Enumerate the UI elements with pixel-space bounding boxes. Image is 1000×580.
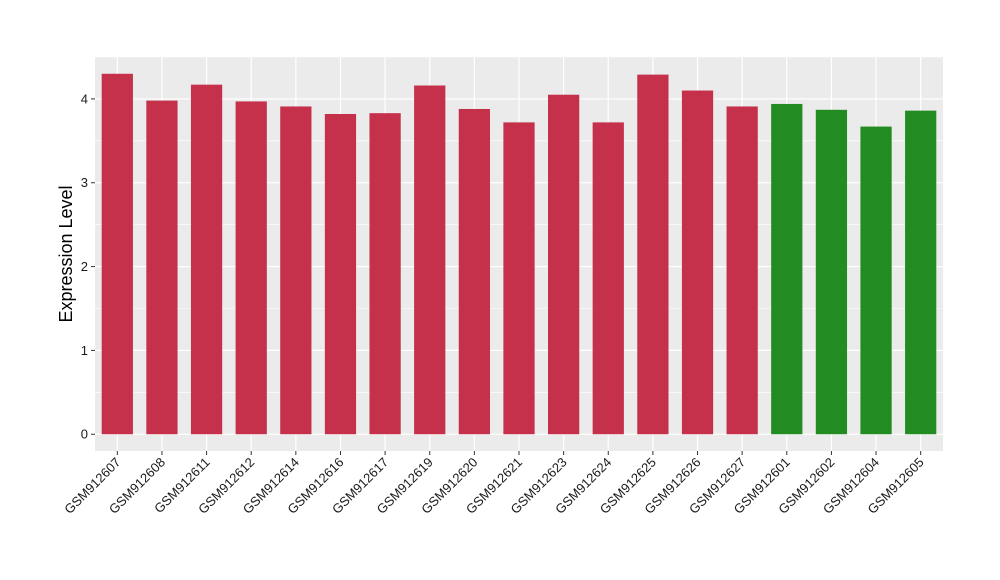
bar	[324, 114, 357, 435]
y-tick-label: 4	[81, 91, 88, 106]
bar	[681, 90, 714, 435]
bar	[637, 74, 669, 435]
bar	[280, 106, 312, 435]
bar	[905, 110, 937, 435]
y-tick-label: 1	[81, 343, 88, 358]
bar	[503, 122, 535, 435]
bar	[592, 122, 624, 435]
y-tick-label: 0	[81, 427, 88, 442]
y-axis: 0 1 2 3 4	[81, 91, 95, 442]
bar	[458, 108, 490, 435]
bar	[815, 109, 848, 435]
bar	[771, 103, 803, 435]
bars	[101, 73, 937, 435]
y-tick-label: 3	[81, 175, 88, 190]
y-tick-label: 2	[81, 259, 88, 274]
bar	[146, 100, 178, 435]
bar	[369, 113, 401, 435]
x-axis: GSM912607GSM912608GSM912611GSM912612GSM9…	[61, 451, 927, 517]
y-axis-title: Expression Level	[56, 185, 76, 322]
bar	[235, 101, 267, 435]
bar	[860, 126, 892, 435]
bar	[414, 85, 446, 435]
bar	[726, 106, 758, 435]
bar	[548, 94, 580, 435]
bar	[101, 73, 133, 435]
bar	[190, 84, 223, 435]
